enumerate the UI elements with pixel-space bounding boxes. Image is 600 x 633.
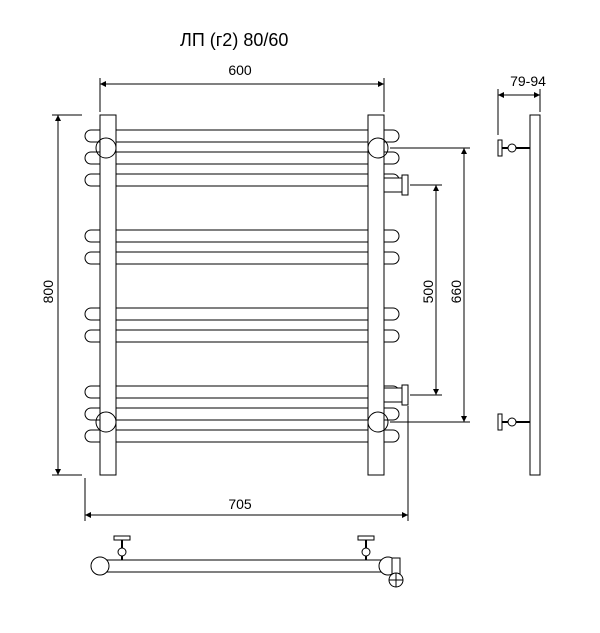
side-view [498, 115, 540, 475]
side-mount-bottom [498, 414, 530, 430]
diagram-canvas: ЛП (г2) 80/60 600 800 705 500 660 79-94 [0, 0, 600, 633]
horizontal-bars [85, 130, 399, 442]
front-view [85, 115, 408, 475]
connector-top [384, 175, 408, 195]
side-rail [530, 115, 540, 475]
top-view [91, 536, 403, 587]
dimension-lines [52, 78, 540, 521]
connector-bottom [384, 385, 408, 405]
side-mount-top [498, 140, 530, 156]
diagram-svg [0, 0, 600, 633]
top-bar [95, 560, 395, 572]
